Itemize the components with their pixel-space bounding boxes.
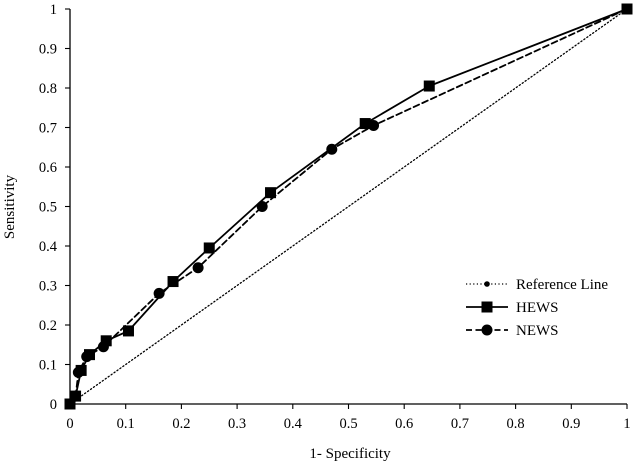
y-tick-label: 0.3 (39, 279, 57, 295)
data-point-news (64, 398, 76, 410)
y-tick-label: 0.2 (39, 318, 57, 334)
data-point-news (81, 351, 93, 363)
data-point-hews (265, 187, 277, 199)
x-tick-label: 0.7 (451, 416, 469, 432)
x-tick-label: 0 (66, 416, 73, 432)
data-point-hews (100, 335, 112, 347)
x-tick-label: 0.1 (117, 416, 135, 432)
data-point-news (621, 3, 633, 15)
x-tick-label: 0.2 (172, 416, 190, 432)
legend: Reference Line HEWS NEWS (466, 277, 608, 339)
legend-marker-hews (481, 301, 493, 313)
y-axis-title: Sensitivity (2, 174, 18, 239)
x-tick-label: 1 (623, 416, 630, 432)
legend-marker-reference-line (484, 281, 490, 287)
y-tick-label: 0.5 (39, 200, 57, 216)
legend-marker-news (481, 324, 493, 336)
legend-item-news: NEWS (466, 323, 559, 339)
series-reference-line (69, 8, 628, 405)
data-point-hews (203, 242, 215, 254)
y-tick-label: 0.8 (39, 81, 57, 97)
y-tick-label: 1 (50, 2, 57, 18)
y-tick-label: 0.1 (39, 358, 57, 374)
x-tick-label: 0.3 (228, 416, 246, 432)
legend-item-reference-line: Reference Line (466, 277, 608, 293)
legend-item-hews: HEWS (466, 300, 559, 316)
y-tick-label: 0.4 (39, 239, 58, 255)
y-tick-label: 0.9 (39, 42, 57, 58)
data-point-news (326, 143, 338, 155)
data-point-hews (359, 118, 371, 130)
data-point-news (153, 287, 165, 299)
x-tick-label: 0.5 (339, 416, 357, 432)
x-tick-label: 0.8 (507, 416, 525, 432)
data-point-hews (167, 276, 179, 288)
x-tick-label: 0.6 (395, 416, 413, 432)
data-point-news (70, 390, 82, 402)
series-news (64, 3, 633, 410)
data-point-news (256, 201, 268, 212)
data-point-news (72, 366, 84, 378)
y-tick-label: 0 (50, 397, 57, 413)
data-point-hews (122, 325, 134, 337)
data-point-news (368, 120, 380, 132)
series-layer (64, 3, 633, 410)
legend-label-reference-line: Reference Line (516, 277, 608, 293)
x-tick-label: 0.9 (562, 416, 580, 432)
legend-label-news: NEWS (516, 323, 559, 339)
x-axis-title: 1- Specificity (309, 446, 391, 462)
series-line-reference-line (69, 8, 628, 405)
x-tick-label: 0.4 (284, 416, 303, 432)
data-point-hews (423, 80, 435, 92)
data-point-news (192, 262, 204, 274)
y-tick-label: 0.6 (39, 160, 57, 176)
data-point-news (97, 341, 109, 353)
y-tick-label: 0.7 (39, 121, 57, 137)
axes: 0 0.1 0.2 0.3 0.4 0.5 0.6 0.7 0.8 0.9 1 0 0.1 0.2 0.3 0… (39, 2, 631, 432)
legend-label-hews: HEWS (516, 300, 559, 316)
